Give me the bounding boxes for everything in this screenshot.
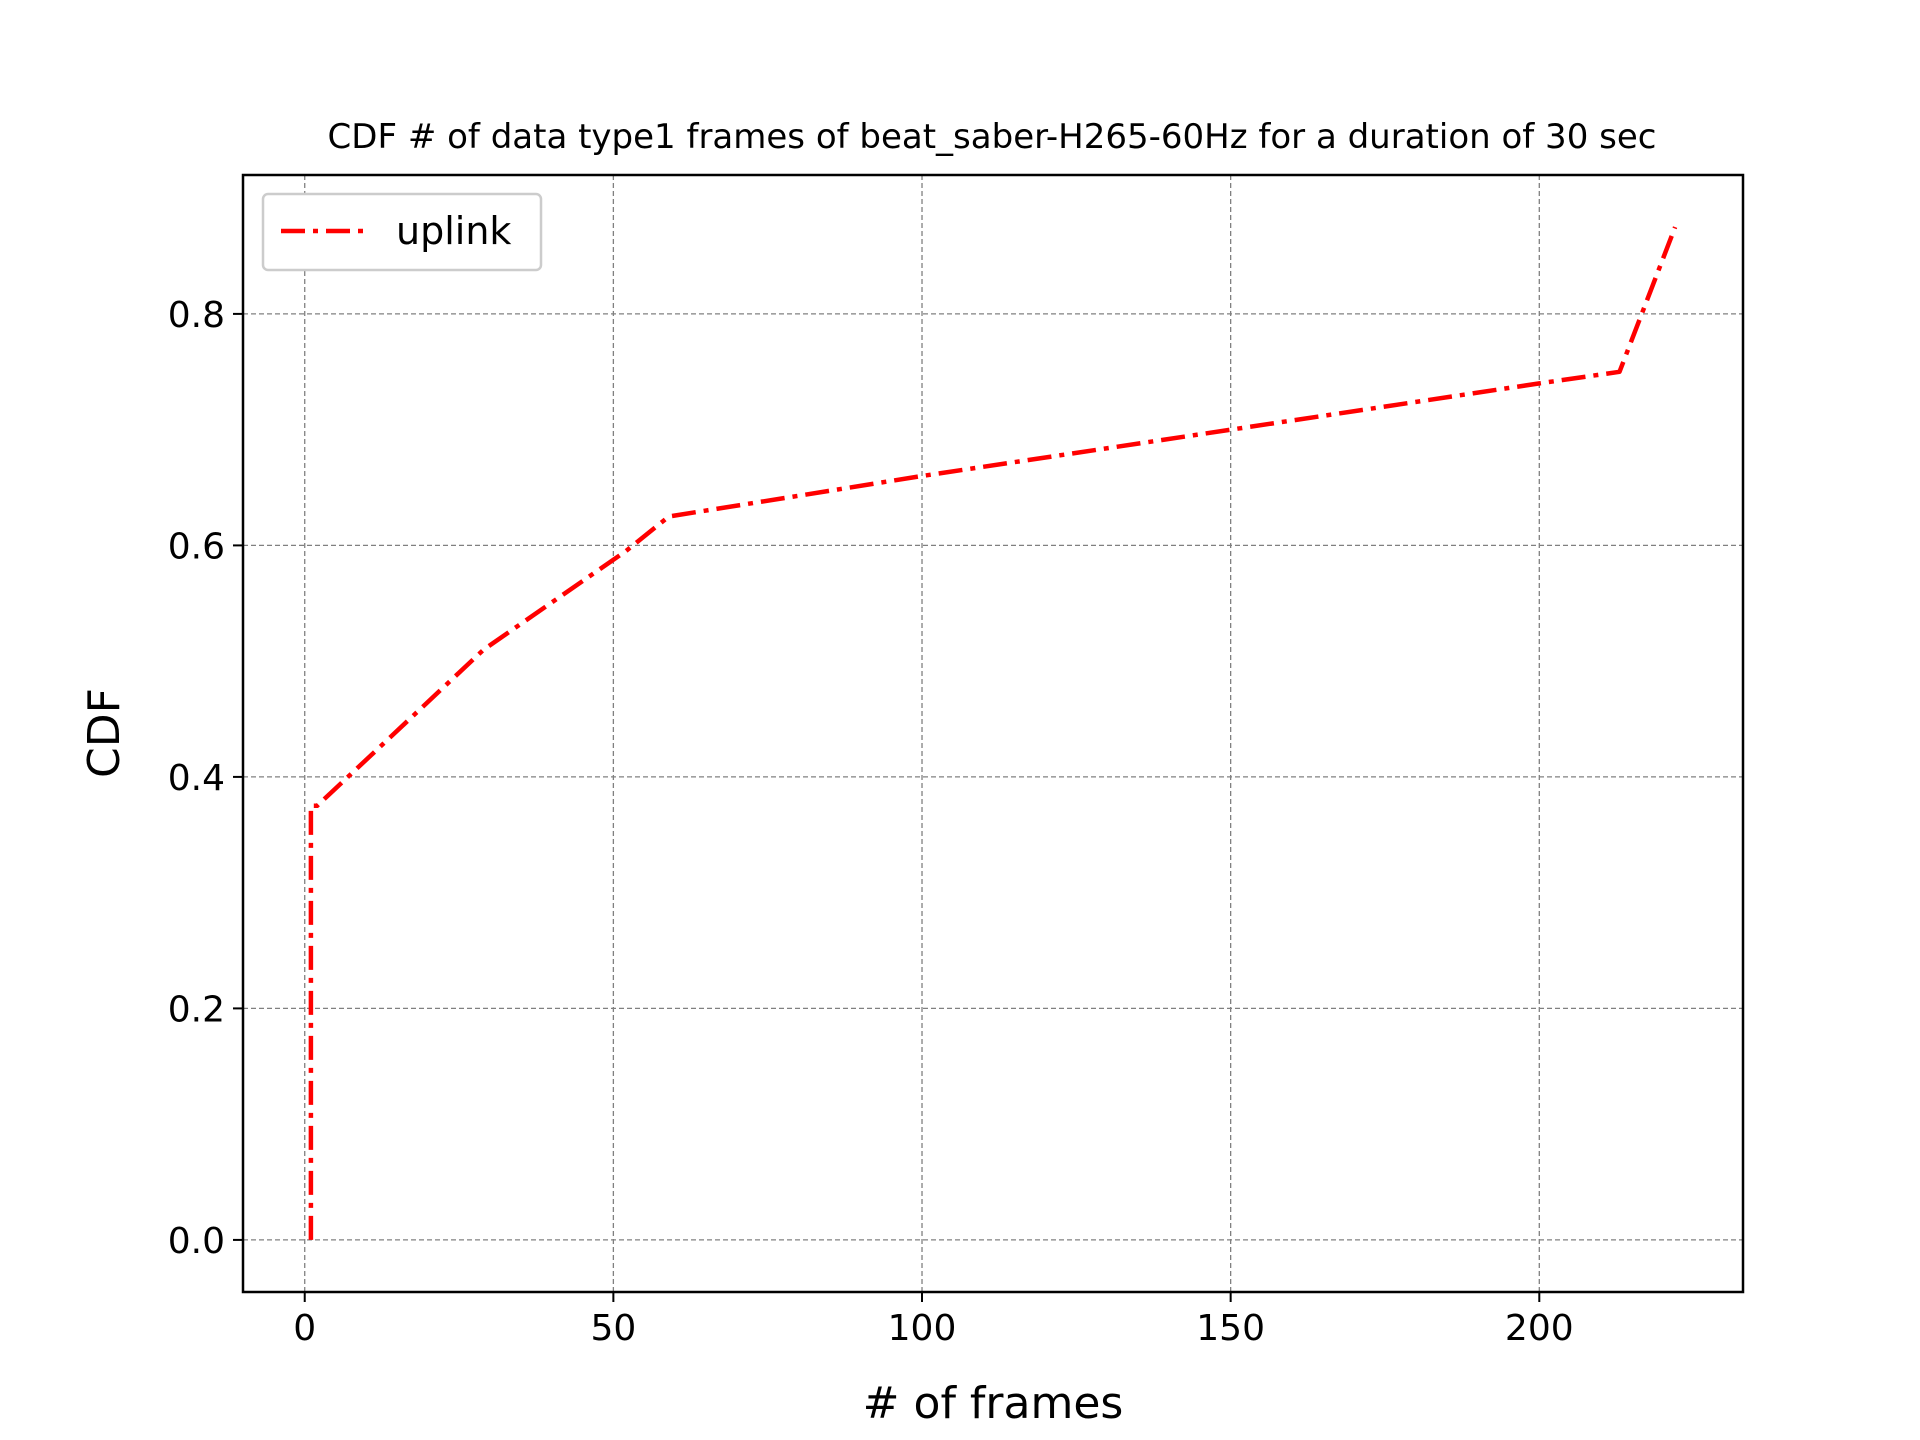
y-tick-label: 0.6	[168, 526, 225, 567]
x-axis: 0 50 100 150 200	[293, 1292, 1574, 1349]
y-tick-label: 0.8	[168, 295, 225, 336]
y-tick-label: 0.0	[168, 1221, 225, 1262]
y-axis-title: CDF	[79, 688, 130, 778]
y-tick-label: 0.2	[168, 989, 225, 1030]
x-tick-label: 0	[293, 1308, 316, 1349]
legend-box	[261, 192, 543, 272]
grid	[243, 175, 1743, 1292]
y-tick-label: 0.4	[168, 758, 225, 799]
series-line-uplink	[308, 226, 1678, 1240]
x-tick-label: 50	[590, 1308, 636, 1349]
x-tick-label: 150	[1196, 1308, 1265, 1349]
x-tick-label: 100	[888, 1308, 957, 1349]
y-axis: 0.0 0.2 0.4 0.6 0.8	[168, 295, 243, 1262]
x-axis-title: # of frames	[863, 1378, 1124, 1429]
series-layer	[308, 226, 1678, 1240]
legend: uplink	[261, 192, 543, 272]
legend-label-uplink: uplink	[396, 209, 511, 253]
plot-frame	[241, 173, 1745, 1294]
x-tick-label: 200	[1505, 1308, 1574, 1349]
chart-title: CDF # of data type1 frames of beat_saber…	[328, 117, 1657, 157]
